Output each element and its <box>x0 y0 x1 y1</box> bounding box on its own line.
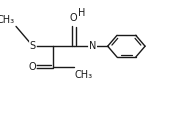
Text: S: S <box>30 41 36 51</box>
Text: H: H <box>78 8 86 18</box>
Text: CH₃: CH₃ <box>0 15 14 25</box>
Text: O: O <box>28 62 36 72</box>
Text: CH₃: CH₃ <box>75 70 93 80</box>
Text: O: O <box>69 13 77 23</box>
Text: N: N <box>89 41 96 51</box>
